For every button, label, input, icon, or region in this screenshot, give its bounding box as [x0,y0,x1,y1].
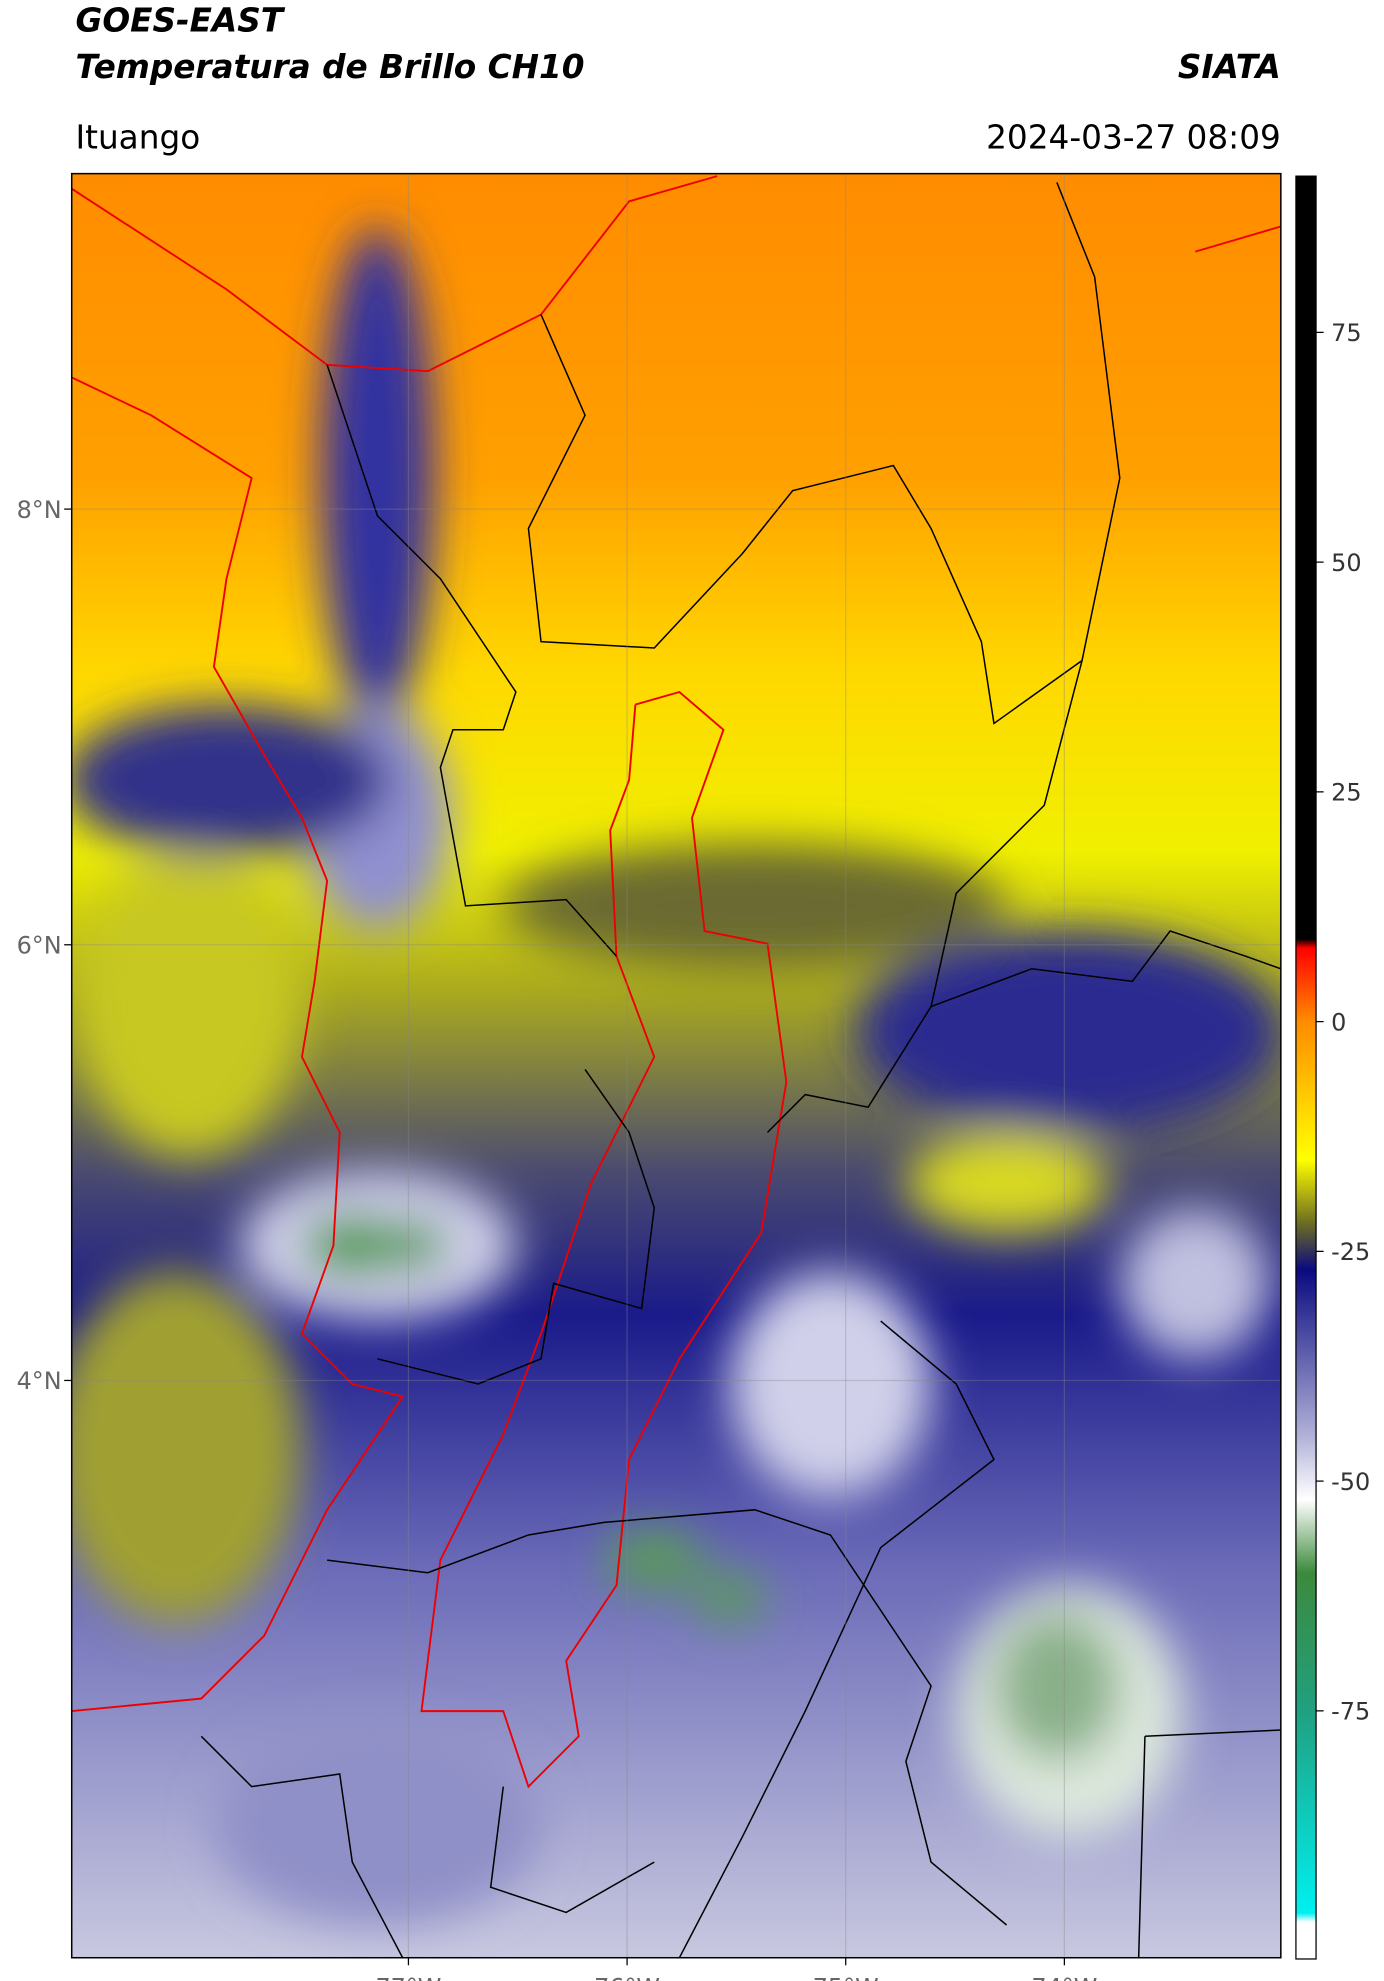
map-frame [70,172,1282,1959]
x-tick-label: 77°W [375,1973,441,1981]
y-tick-label: 4°N [17,1367,62,1395]
source: SIATA [1178,48,1281,86]
colorbar-tick-label: 75 [1331,319,1361,347]
colorbar-tick-label: 25 [1331,779,1361,807]
graticule [71,173,1281,1958]
colorbar-tick-label: -25 [1331,1238,1370,1266]
datetime: 2024-03-27 08:09 [986,118,1281,156]
colorbar-tick-label: -50 [1331,1468,1370,1496]
y-tick-label: 6°N [17,932,62,960]
satellite-field [71,173,1281,1958]
title: GOES-EAST [75,1,285,39]
x-tick-label: 74°W [1031,1973,1097,1981]
colorbar-tick-label: -75 [1331,1698,1370,1726]
colorbar-tick-label: 0 [1331,1008,1346,1036]
subtitle: Temperatura de Brillo CH10 [75,48,584,86]
colorbar [1295,175,1317,1960]
y-tick-label: 8°N [17,496,62,524]
location: Ituango [75,118,200,156]
colorbar-tick-label: 50 [1331,549,1361,577]
x-tick-label: 76°W [594,1973,660,1981]
x-tick-label: 75°W [813,1973,879,1981]
